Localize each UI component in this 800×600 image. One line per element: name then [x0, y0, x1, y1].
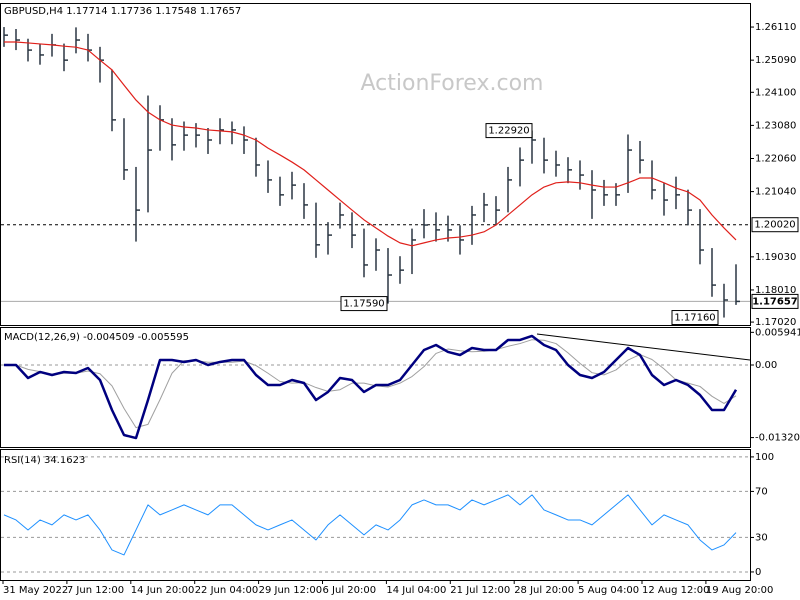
y-tick-label: 0 — [755, 567, 761, 578]
price-annotation-box — [671, 310, 719, 326]
macd-title: MACD(12,26,9) -0.004509 -0.005595 — [4, 332, 189, 343]
x-tick-label: 12 Aug 12:00 — [642, 585, 709, 596]
x-tick-label: 21 Jul 12:00 — [450, 585, 510, 596]
y-tick-label: 1.24100 — [755, 87, 796, 98]
x-tick-label: 5 Aug 04:00 — [578, 585, 639, 596]
y-tick-label: 1.19030 — [755, 252, 796, 263]
level-label-box — [751, 217, 799, 233]
macd-line — [4, 334, 738, 440]
y-tick-label: 0.005941 — [755, 327, 800, 338]
y-tick-label: 70 — [755, 486, 768, 497]
level-label: 1.20020 — [754, 220, 795, 231]
price-annotation-box — [485, 123, 533, 139]
watermark: ActionForex.com — [361, 71, 544, 96]
rsi-panel — [0, 449, 751, 581]
x-tick-label: 19 Aug 20:00 — [706, 585, 773, 596]
x-tick-label: 14 Jun 20:00 — [131, 585, 195, 596]
price-annotation: 1.17160 — [674, 313, 715, 324]
y-tick-label: 30 — [755, 532, 768, 543]
y-tick-label: 1.18010 — [755, 285, 796, 296]
last-price-label: 1.17657 — [752, 296, 798, 307]
y-tick-label: 1.23080 — [755, 120, 796, 131]
y-tick-label: 1.25090 — [755, 55, 796, 66]
signal-line — [4, 339, 737, 429]
y-tick-label: 1.21040 — [755, 187, 796, 198]
x-tick-label: 6 Jul 20:00 — [323, 585, 377, 596]
x-tick-label: 22 Jun 04:00 — [195, 585, 259, 596]
rsi-title: RSI(14) 34.1623 — [4, 455, 85, 466]
price-annotation: 1.17590 — [343, 299, 384, 310]
y-tick-label: 0.00 — [755, 360, 777, 371]
trend-line — [536, 333, 751, 361]
moving-average — [4, 41, 737, 247]
x-tick-label: 29 Jun 12:00 — [259, 585, 323, 596]
price-title: GBPUSD,H4 1.17714 1.17736 1.17548 1.1765… — [4, 6, 241, 17]
x-tick-label: 31 May 2022 — [3, 585, 68, 596]
x-tick-label: 7 Jun 12:00 — [67, 585, 124, 596]
macd-panel — [0, 327, 751, 448]
y-tick-label: 1.22060 — [755, 153, 796, 164]
y-tick-label: 1.26110 — [755, 22, 796, 33]
y-tick-label: -0.013207 — [755, 433, 800, 444]
y-tick-label: 1.17020 — [755, 317, 796, 328]
price-annotation-box — [340, 296, 388, 312]
rsi-line — [3, 494, 737, 556]
x-tick-label: 28 Jul 20:00 — [514, 585, 574, 596]
last-price-label-box — [751, 293, 799, 309]
price-panel — [0, 3, 751, 326]
x-tick-label: 14 Jul 04:00 — [386, 585, 446, 596]
price-annotation: 1.22920 — [488, 126, 529, 137]
y-tick-label: 100 — [755, 452, 774, 463]
